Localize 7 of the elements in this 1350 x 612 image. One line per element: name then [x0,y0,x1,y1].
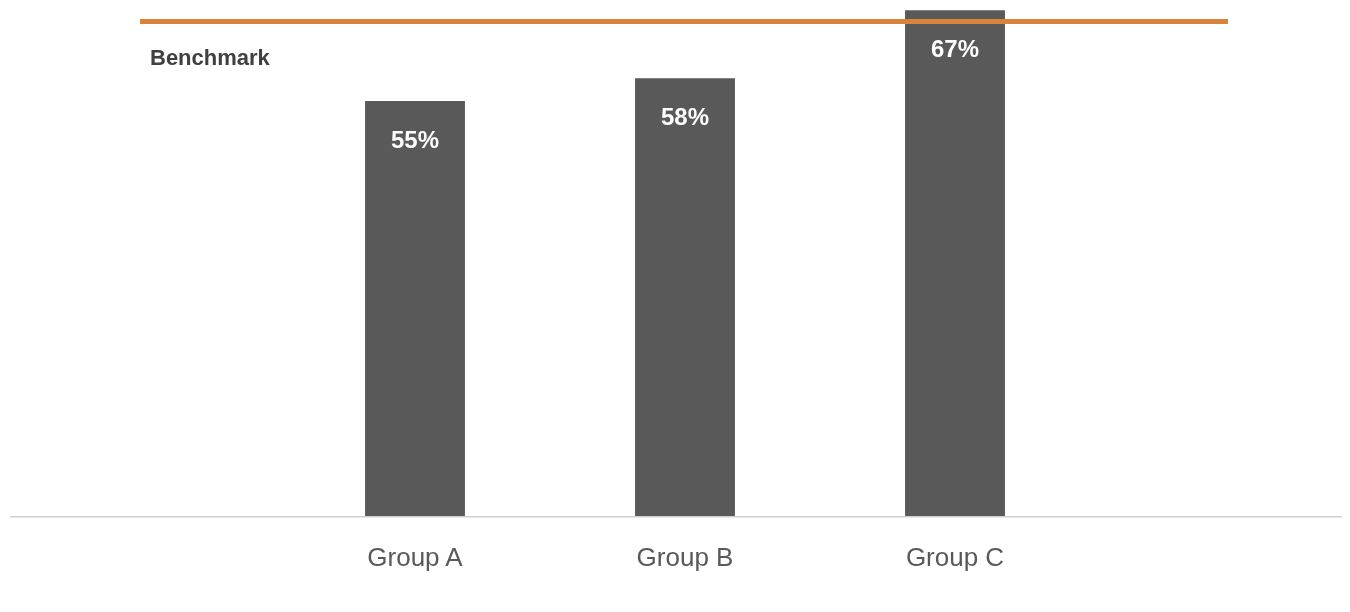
data-label: 58% [660,102,710,130]
x-tick-label: Group C [905,541,1005,572]
data-label: 55% [390,125,440,153]
ref-line-label: Benchmark [150,44,271,70]
x-tick-label: Group B [636,541,734,572]
data-label: 67% [930,34,980,62]
x-tick-label: Group A [367,541,464,572]
